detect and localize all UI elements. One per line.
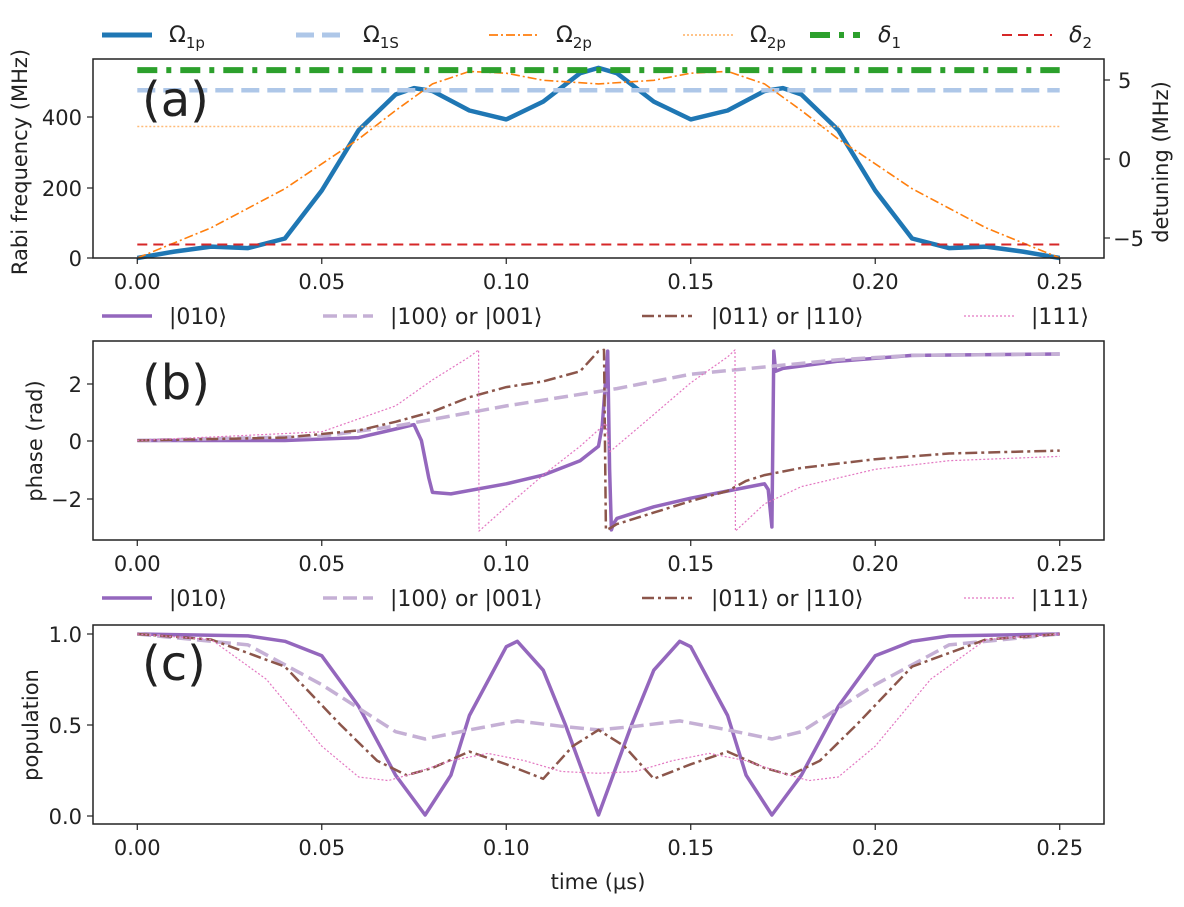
legend-a-item-omega1p: Ω1p bbox=[102, 23, 205, 52]
panel-a: (a) 0.00 0.05 0.10 0.15 0.20 0.25 0 200 400 −… bbox=[8, 49, 1173, 294]
panel-a-xtick-0: 0.00 bbox=[114, 270, 161, 294]
panel-b-ylabel: phase (rad) bbox=[23, 380, 47, 501]
legend-c-item-111: |111⟩ bbox=[964, 587, 1089, 612]
panel-c-xtick-0: 0.00 bbox=[114, 836, 161, 860]
legend-b: |010⟩ |100⟩ or |001⟩ |011⟩ or |110⟩ |111… bbox=[102, 305, 1089, 330]
panel-a-xticks: 0.00 0.05 0.10 0.15 0.20 0.25 bbox=[114, 258, 1083, 294]
panel-b-ytick-2: 2 bbox=[69, 373, 82, 397]
legend-b-label-010: |010⟩ bbox=[169, 305, 227, 330]
legend-c-item-100-001: |100⟩ or |001⟩ bbox=[323, 587, 542, 612]
panel-b-xtick-1: 0.05 bbox=[298, 552, 345, 576]
legend-a-item-delta2: δ2 bbox=[1002, 23, 1092, 52]
legend-a-item-omega2p-dotted: Ω2p bbox=[683, 23, 786, 52]
panel-a-series-2p-2 bbox=[136, 70, 1061, 259]
legend-a-label-omega1p: Ω1p bbox=[169, 23, 205, 52]
legend-a-label-delta2: δ2 bbox=[1069, 23, 1092, 52]
panel-a-xtick-1: 0.05 bbox=[298, 270, 345, 294]
panel-c-xlabel: time (μs) bbox=[551, 870, 646, 894]
panel-b: (b) 0.00 0.05 0.10 0.15 0.20 0.25 −2 0 2 phas… bbox=[23, 340, 1105, 576]
panel-c-ytick-0: 0.0 bbox=[49, 805, 82, 829]
legend-a-label-omega1s: Ω1S bbox=[363, 23, 399, 52]
panel-c: (c) 0.00 0.05 0.10 0.15 0.20 0.25 0.0 0.5 1.0… bbox=[19, 623, 1105, 894]
panel-c-yticks: 0.0 0.5 1.0 bbox=[49, 623, 93, 829]
legend-a-item-delta1: δ1 bbox=[810, 23, 901, 52]
panel-c-xtick-5: 0.25 bbox=[1036, 836, 1083, 860]
panel-c-xtick-4: 0.20 bbox=[852, 836, 899, 860]
panel-c-ytick-05: 0.5 bbox=[49, 714, 82, 738]
panel-a-yticks: 0 200 400 bbox=[42, 106, 93, 271]
legend-a-item-omega1s: Ω1S bbox=[296, 23, 399, 52]
legend-b-item-100-001: |100⟩ or |001⟩ bbox=[323, 305, 542, 330]
panel-c-series-100-or-001-1 bbox=[137, 632, 1060, 741]
legend-a-label-delta1: δ1 bbox=[878, 23, 901, 52]
panel-b-ytick-neg2: −2 bbox=[51, 488, 82, 512]
panel-b-yticks: −2 0 2 bbox=[51, 373, 93, 512]
panel-b-xtick-3: 0.15 bbox=[667, 552, 714, 576]
panel-b-xtick-0: 0.00 bbox=[114, 552, 161, 576]
legend-c-label-010: |010⟩ bbox=[169, 587, 227, 612]
legend-c-label-111: |111⟩ bbox=[1031, 587, 1089, 612]
panel-b-series-111-3 bbox=[137, 349, 1060, 532]
panel-a-ylabel-right: detuning (MHz) bbox=[1149, 81, 1173, 243]
panel-b-ytick-0: 0 bbox=[69, 430, 82, 454]
panel-c-plot-area bbox=[137, 632, 1060, 817]
panel-b-series-100-or-001-1 bbox=[137, 352, 1060, 443]
legend-b-label-011-110: |011⟩ or |110⟩ bbox=[711, 305, 863, 330]
panel-c-xtick-1: 0.05 bbox=[298, 836, 345, 860]
panel-c-tag: (c) bbox=[142, 636, 206, 692]
panel-c-frame bbox=[92, 624, 1105, 825]
legend-a-label-omega2p: Ω2p bbox=[556, 23, 592, 52]
panel-a-ylabel: Rabi frequency (MHz) bbox=[8, 49, 32, 275]
legend-c-item-011-110: |011⟩ or |110⟩ bbox=[642, 587, 863, 612]
legend-b-label-111: |111⟩ bbox=[1031, 305, 1089, 330]
panel-c-xtick-3: 0.15 bbox=[667, 836, 714, 860]
panel-a-xtick-3: 0.15 bbox=[667, 270, 714, 294]
legend-a: Ω1p Ω1S Ω2p Ω2p δ1 δ2 bbox=[102, 23, 1092, 52]
panel-a-ytick-0: 0 bbox=[69, 247, 82, 271]
legend-c-label-100-001: |100⟩ or |001⟩ bbox=[390, 587, 542, 612]
legend-c-label-011-110: |011⟩ or |110⟩ bbox=[711, 587, 863, 612]
panel-a-xtick-4: 0.20 bbox=[852, 270, 899, 294]
panel-a-tag: (a) bbox=[142, 72, 209, 128]
legend-a-item-omega2p: Ω2p bbox=[489, 23, 592, 52]
legend-b-item-010: |010⟩ bbox=[102, 305, 227, 330]
panel-b-series-010-0 bbox=[137, 349, 1060, 532]
panel-b-tag: (b) bbox=[142, 355, 210, 411]
panel-b-xticks: 0.00 0.05 0.10 0.15 0.20 0.25 bbox=[114, 540, 1083, 576]
panel-b-xtick-5: 0.25 bbox=[1036, 552, 1083, 576]
legend-b-item-011-110: |011⟩ or |110⟩ bbox=[642, 305, 863, 330]
panel-a-ytick-400: 400 bbox=[42, 106, 82, 130]
panel-c-xtick-2: 0.10 bbox=[483, 836, 530, 860]
panel-c-ytick-1: 1.0 bbox=[49, 623, 82, 647]
panel-c-series-010-0 bbox=[137, 632, 1060, 817]
panel-a-ytick-right-0: 0 bbox=[1118, 148, 1131, 172]
panel-a-series-1p-0 bbox=[136, 65, 1061, 261]
panel-c-series-011-or-110-2 bbox=[137, 632, 1060, 781]
panel-c-xticks: 0.00 0.05 0.10 0.15 0.20 0.25 bbox=[114, 824, 1083, 860]
legend-b-item-111: |111⟩ bbox=[964, 305, 1089, 330]
panel-b-xtick-2: 0.10 bbox=[483, 552, 530, 576]
legend-a-label-omega2p-dotted: Ω2p bbox=[750, 23, 786, 52]
legend-b-label-100-001: |100⟩ or |001⟩ bbox=[390, 305, 542, 330]
panel-a-yticks-right: −5 0 5 bbox=[1104, 69, 1144, 251]
panel-a-xtick-5: 0.25 bbox=[1036, 270, 1083, 294]
panel-a-xtick-2: 0.10 bbox=[483, 270, 530, 294]
panel-a-ytick-right-neg5: −5 bbox=[1113, 227, 1144, 251]
panel-a-plot-area bbox=[136, 65, 1061, 261]
panel-b-xtick-4: 0.20 bbox=[852, 552, 899, 576]
legend-c: |010⟩ |100⟩ or |001⟩ |011⟩ or |110⟩ |111… bbox=[102, 587, 1089, 612]
panel-b-series-011-or-110-2 bbox=[137, 348, 1060, 532]
panel-a-ytick-right-5: 5 bbox=[1118, 69, 1131, 93]
panel-c-ylabel: population bbox=[19, 669, 43, 781]
panel-a-ytick-200: 200 bbox=[42, 177, 82, 201]
legend-c-item-010: |010⟩ bbox=[102, 587, 227, 612]
panel-c-series-111-3 bbox=[137, 633, 1060, 782]
panel-b-plot-area bbox=[137, 348, 1060, 532]
